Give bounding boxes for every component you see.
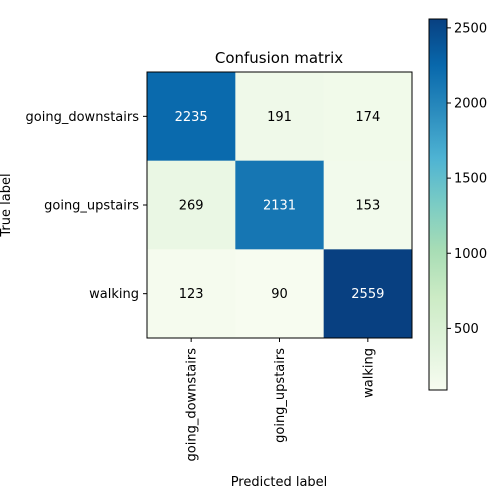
matrix-cell [147,249,236,339]
x-tick-label: going_upstairs [273,348,288,443]
y-tick-label: walking [89,287,139,302]
colorbar-tick-label: 1500 [454,172,487,187]
matrix-cell [235,72,325,162]
cell-value-label: 2235 [175,110,208,125]
colorbar-tick-label: 500 [454,322,479,337]
chart-title: Confusion matrix [215,49,343,67]
matrix-cell [147,72,236,162]
x-axis-ticks: going_downstairs going_upstairs walking [185,338,376,462]
cell-value-label: 2559 [351,287,384,302]
cell-value-label: 191 [267,110,292,125]
matrix-cell [323,160,413,250]
cell-value-label: 153 [355,199,380,214]
matrix-cells [147,72,413,339]
y-tick-label: going_upstairs [44,199,139,214]
matrix-cell [235,160,325,250]
colorbar [428,18,448,391]
cell-value-label: 2131 [263,199,296,214]
x-tick-label: walking [361,348,376,398]
matrix-cell [323,249,413,339]
cell-value-label: 269 [179,199,204,214]
colorbar-tick-label: 2500 [454,21,487,36]
colorbar-ticks: 500 1000 1500 2000 2500 [447,21,487,337]
y-tick-label: going_downstairs [26,110,140,125]
cell-value-label: 90 [271,287,288,302]
cell-value-label: 174 [355,110,380,125]
x-tick-label: going_downstairs [185,348,200,462]
colorbar-tick-label: 2000 [454,96,487,111]
matrix-cell-labels: 2235 191 174 269 2131 153 123 90 2559 [175,110,385,302]
matrix-cell [147,160,236,250]
colorbar-tick-label: 1000 [454,247,487,262]
x-axis-label: Predicted label [231,475,328,490]
matrix-cell [323,72,413,162]
cell-value-label: 123 [179,287,204,302]
y-axis-label: True label [0,173,14,237]
matrix-cell [235,249,325,339]
